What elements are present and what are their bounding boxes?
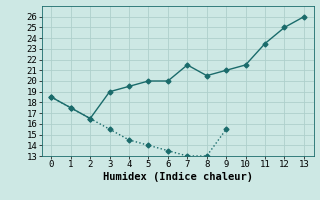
X-axis label: Humidex (Indice chaleur): Humidex (Indice chaleur) xyxy=(103,172,252,182)
